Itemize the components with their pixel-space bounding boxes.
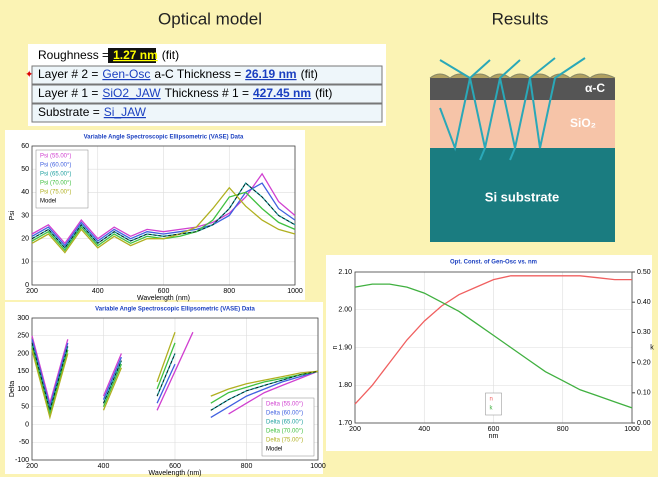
heading: Optical model — [158, 9, 262, 28]
y-axis-label: Psi — [9, 210, 16, 220]
y-tick-label: 300 — [17, 315, 29, 322]
x-axis-label: Wavelength (nm) — [137, 295, 190, 302]
x-tick-label: 400 — [92, 288, 104, 295]
legend-label: Psi (55.00°) — [40, 154, 71, 160]
y-tick-label: 100 — [17, 386, 29, 393]
y2-tick-label: 0.50 — [637, 269, 651, 276]
legend-label: Delta (60.00°) — [266, 411, 303, 417]
y-tick-label: 1.80 — [338, 382, 352, 389]
y-tick-label: -100 — [15, 457, 29, 464]
y-tick-label: 50 — [21, 166, 29, 173]
y-axis-label: Delta — [9, 381, 16, 397]
chart: Variable Angle Spectroscopic Ellipsometr… — [5, 130, 305, 302]
marker: ✦ — [25, 70, 33, 81]
layer-label: α-C — [585, 81, 605, 95]
y-tick-label: 2.10 — [338, 269, 352, 276]
x-tick-label: 800 — [223, 288, 235, 295]
x-tick-label: 1000 — [310, 463, 326, 470]
legend-label: Delta (55.00°) — [266, 402, 303, 408]
y2-tick-label: 0.30 — [637, 329, 651, 336]
x-tick-label: 600 — [488, 426, 500, 433]
legend-label: Delta (75.00°) — [266, 438, 303, 444]
y-tick-label: 2.00 — [338, 307, 352, 314]
legend-label: Psi (60.00°) — [40, 163, 71, 169]
layer-label: SiO₂ — [570, 116, 596, 130]
x-tick-label: 800 — [557, 426, 569, 433]
y-tick-label: 0 — [25, 282, 29, 289]
x-tick-label: 200 — [26, 463, 38, 470]
y-tick-label: 150 — [17, 368, 29, 375]
chart-title: Variable Angle Spectroscopic Ellipsometr… — [95, 307, 255, 313]
y-tick-label: 200 — [17, 350, 29, 357]
chart: Opt. Const. of Gen-Osc vs. nm 200 400 600 80… — [326, 255, 654, 451]
chart-title: Variable Angle Spectroscopic Ellipsometr… — [84, 135, 244, 141]
y-tick-label: 250 — [17, 333, 29, 340]
y-axis-label: n — [332, 345, 339, 349]
y-tick-label: -50 — [19, 439, 29, 446]
y2-axis-label: k — [650, 344, 654, 351]
heading: Results — [492, 9, 549, 28]
x-axis-label: nm — [489, 433, 499, 440]
x-axis-label: Wavelength (nm) — [148, 470, 201, 477]
chart-title: Opt. Const. of Gen-Osc vs. nm — [450, 260, 537, 266]
legend-label: n — [490, 397, 493, 403]
x-tick-label: 800 — [241, 463, 253, 470]
y2-tick-label: 0.40 — [637, 299, 651, 306]
legend-box — [486, 393, 502, 415]
legend-label: Delta (70.00°) — [266, 429, 303, 435]
x-tick-label: 600 — [158, 288, 170, 295]
legend-label: Model — [40, 199, 56, 205]
slide: Optical model Results Roughness =1.27 nm… — [0, 0, 658, 477]
legend-label: Model — [266, 447, 282, 453]
x-tick-label: 200 — [26, 288, 38, 295]
x-tick-label: 400 — [98, 463, 110, 470]
legend-label: Psi (75.00°) — [40, 190, 71, 196]
y-tick-label: 60 — [21, 143, 29, 150]
y2-tick-label: 0.00 — [637, 420, 651, 427]
y2-tick-label: 0.20 — [637, 359, 651, 366]
y-tick-label: 1.90 — [338, 344, 352, 351]
y-tick-label: 20 — [21, 236, 29, 243]
y-tick-label: 1.70 — [338, 420, 352, 427]
x-tick-label: 1000 — [624, 426, 640, 433]
layer-diagram: α-C SiO₂ Si substrate — [430, 58, 615, 242]
legend-label: Delta (65.00°) — [266, 420, 303, 426]
chart: Variable Angle Spectroscopic Ellipsometr… — [5, 302, 326, 477]
model-row: Substrate =Si_JAW — [38, 105, 147, 119]
y-tick-label: 30 — [21, 212, 29, 219]
y2-tick-label: 0.10 — [637, 390, 651, 397]
legend-label: Psi (65.00°) — [40, 172, 71, 178]
y-tick-label: 40 — [21, 189, 29, 196]
x-tick-label: 400 — [418, 426, 430, 433]
y-tick-label: 50 — [21, 404, 29, 411]
x-tick-label: 1000 — [287, 288, 303, 295]
layer-label: Si substrate — [485, 189, 559, 204]
y-tick-label: 0 — [25, 421, 29, 428]
legend-label: Psi (70.00°) — [40, 181, 71, 187]
x-tick-label: 600 — [169, 463, 181, 470]
x-tick-label: 200 — [349, 426, 361, 433]
y-tick-label: 10 — [21, 259, 29, 266]
model-box: Roughness =1.27 nm(fit) ✦ Layer # 2 =Gen… — [25, 44, 386, 126]
